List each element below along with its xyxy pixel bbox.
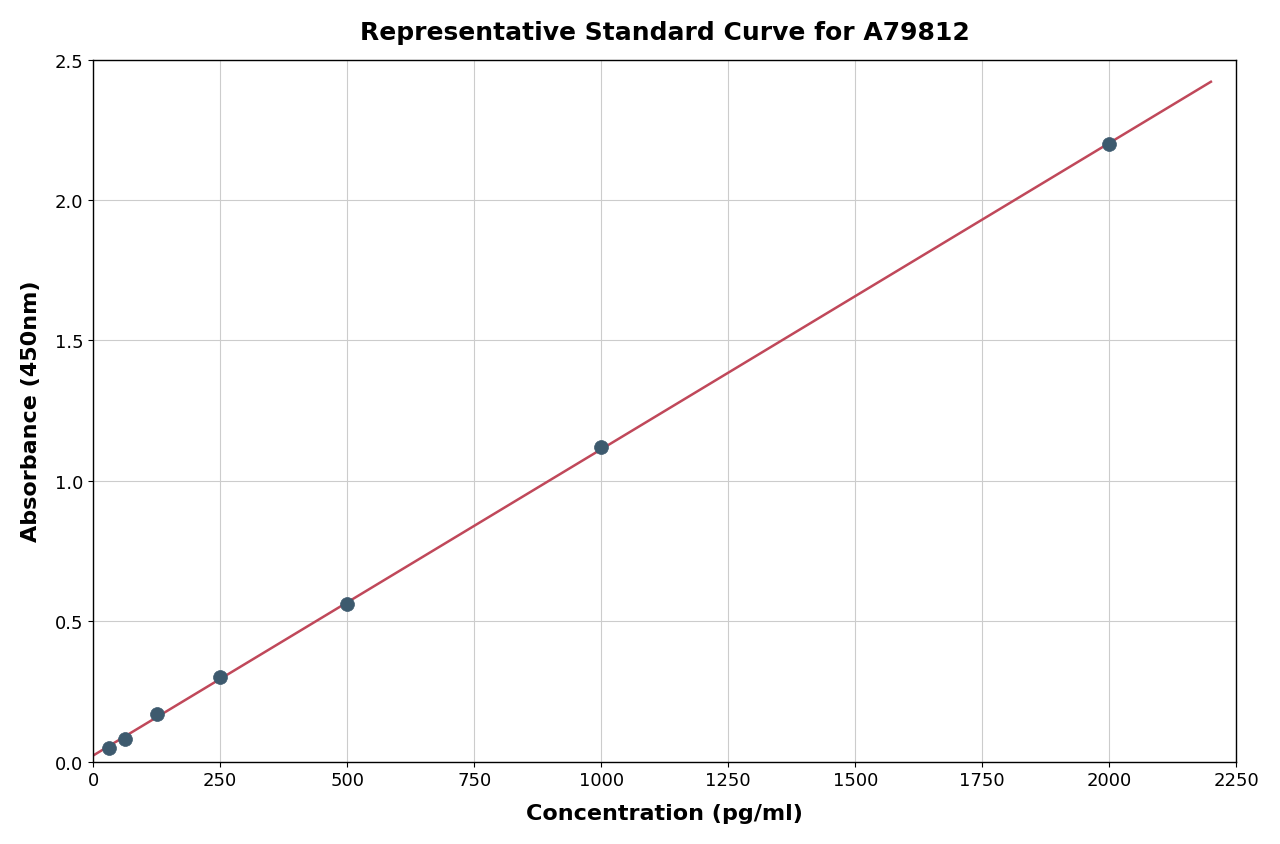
Point bbox=[337, 598, 357, 611]
Title: Representative Standard Curve for A79812: Representative Standard Curve for A79812 bbox=[360, 21, 970, 45]
X-axis label: Concentration (pg/ml): Concentration (pg/ml) bbox=[526, 803, 803, 823]
Point bbox=[591, 441, 612, 454]
Point bbox=[1100, 138, 1120, 151]
Point bbox=[99, 741, 119, 755]
Point bbox=[210, 671, 230, 684]
Point bbox=[115, 733, 136, 746]
Point bbox=[146, 707, 166, 721]
Y-axis label: Absorbance (450nm): Absorbance (450nm) bbox=[20, 280, 41, 542]
